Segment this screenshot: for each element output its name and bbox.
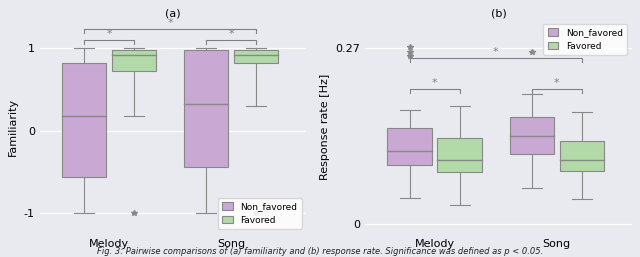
- Title: (a): (a): [165, 8, 180, 18]
- Text: *: *: [432, 78, 438, 88]
- Text: *: *: [106, 29, 112, 39]
- Title: (b): (b): [491, 8, 506, 18]
- Y-axis label: Response rate [Hz]: Response rate [Hz]: [320, 73, 330, 180]
- Y-axis label: Familiarity: Familiarity: [8, 97, 19, 155]
- Bar: [437, 138, 482, 172]
- Bar: [234, 50, 278, 63]
- Bar: [62, 63, 106, 177]
- Legend: Non_favored, Favored: Non_favored, Favored: [218, 198, 301, 229]
- Text: Fig. 3: Pairwise comparisons of (a) familiarity and (b) response rate. Significa: Fig. 3: Pairwise comparisons of (a) fami…: [97, 247, 543, 256]
- Bar: [559, 141, 604, 171]
- Text: *: *: [228, 29, 234, 39]
- Bar: [184, 50, 228, 167]
- Text: *: *: [493, 47, 499, 57]
- Text: *: *: [167, 18, 173, 28]
- Bar: [509, 117, 554, 154]
- Bar: [112, 50, 156, 71]
- Bar: [387, 128, 432, 166]
- Legend: Non_favored, Favored: Non_favored, Favored: [543, 24, 627, 55]
- Text: *: *: [554, 78, 559, 88]
